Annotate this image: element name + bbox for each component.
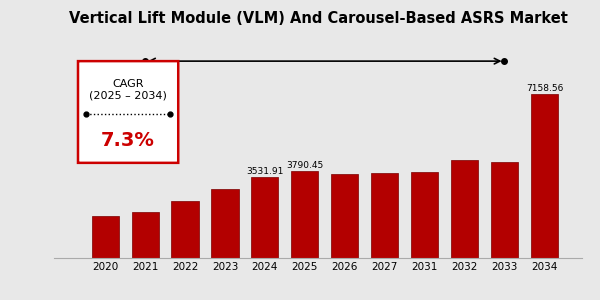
Text: 7.3%: 7.3% [101, 131, 155, 150]
Bar [131, 212, 158, 258]
Bar [251, 177, 278, 258]
Text: CAGR
(2025 – 2034): CAGR (2025 – 2034) [89, 79, 167, 100]
Bar [331, 174, 358, 258]
FancyBboxPatch shape [78, 61, 178, 163]
Bar [291, 171, 319, 258]
Bar [92, 216, 119, 258]
Text: 7158.56: 7158.56 [526, 84, 563, 93]
Text: 3790.45: 3790.45 [286, 161, 323, 170]
Bar [491, 161, 518, 258]
Bar [411, 172, 438, 258]
Bar [531, 94, 558, 258]
Title: Vertical Lift Module (VLM) And Carousel-Based ASRS Market: Vertical Lift Module (VLM) And Carousel-… [68, 11, 568, 26]
Text: 3531.91: 3531.91 [246, 167, 284, 176]
Bar [371, 172, 398, 258]
Bar [211, 189, 239, 258]
Bar [172, 201, 199, 258]
Bar [451, 160, 478, 258]
